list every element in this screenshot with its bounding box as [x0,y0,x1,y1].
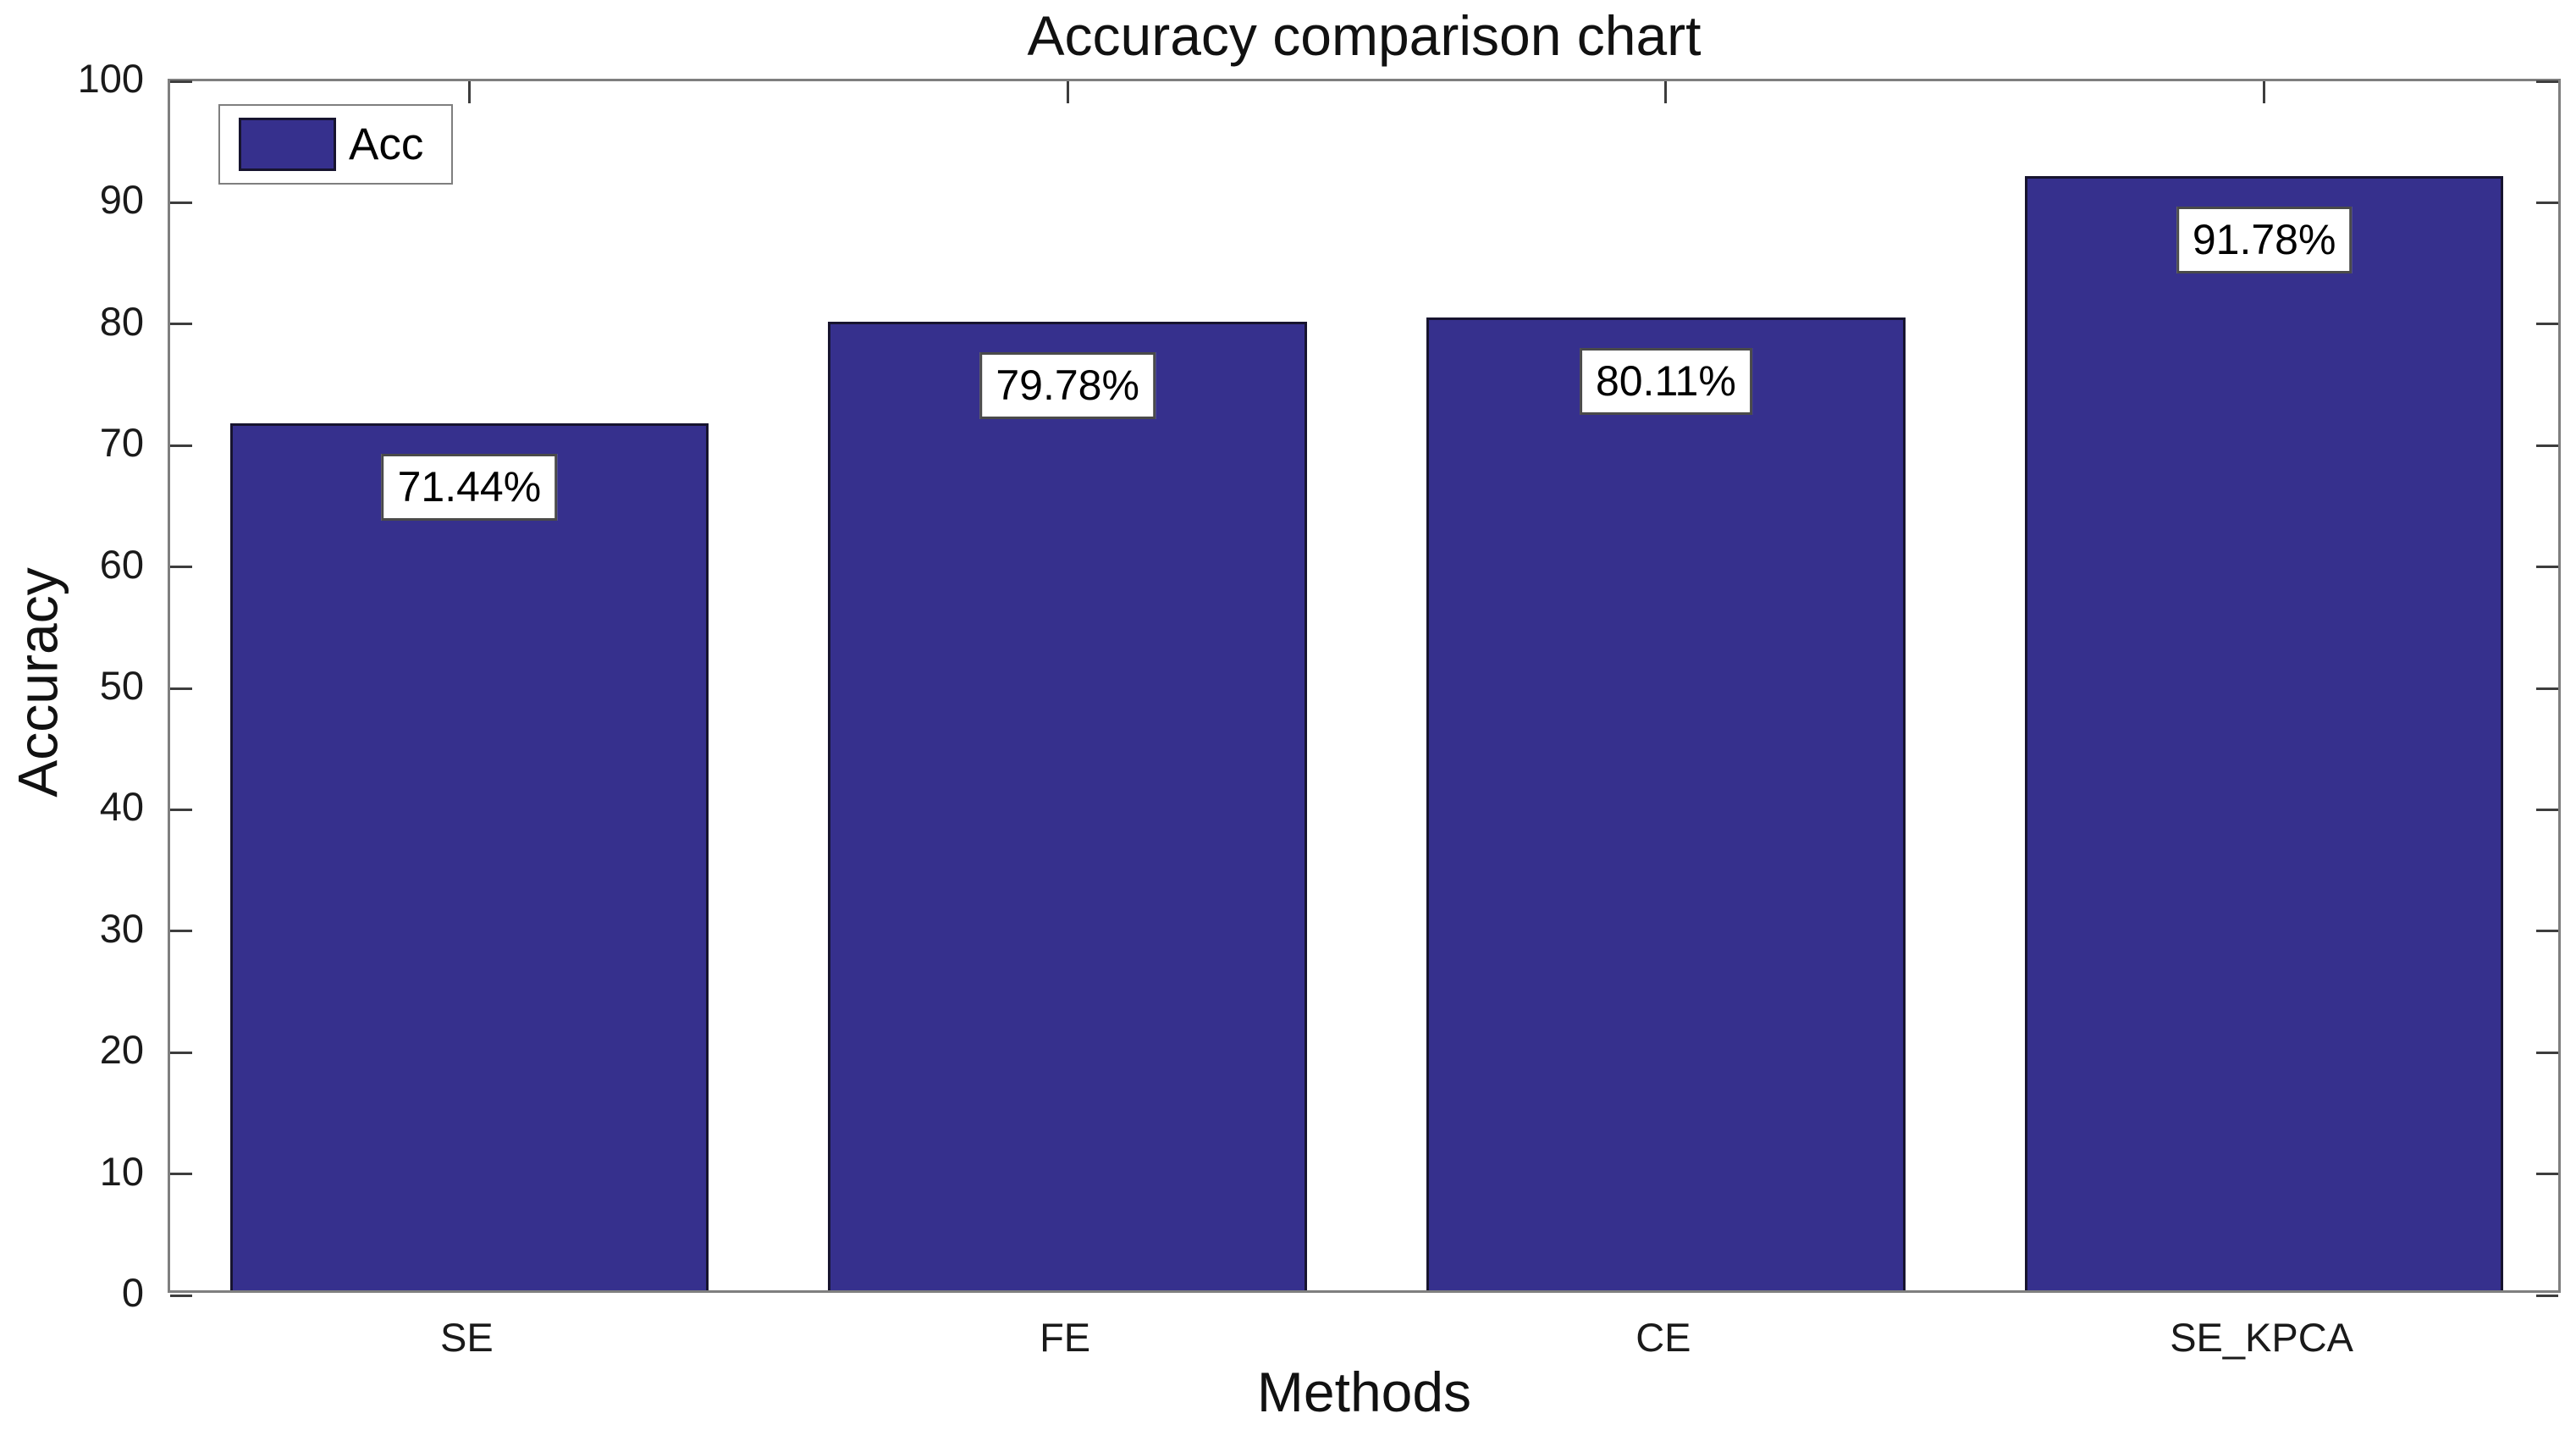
y-tick-mark-left-60 [170,566,192,569]
bar-FE [828,321,1307,1290]
y-tick-mark-left-90 [170,201,192,204]
plot-area: 71.44% 79.78% 80.11% 91.78% Acc [168,79,2561,1297]
y-tick-label-10: 10 [99,1148,144,1194]
y-tick-mark-left-100 [170,80,192,83]
y-tick-mark-left-50 [170,687,192,690]
x-tick-mark-top-SE [467,81,471,103]
legend-label: Acc [349,119,424,169]
y-tick-label-100: 100 [77,56,144,101]
bar-SE_KPCA [2024,175,2504,1290]
bar-CE [1426,317,1906,1290]
y-tick-mark-left-80 [170,323,192,326]
y-tick-mark-right-0 [2536,1294,2558,1297]
x-tick-label-FE: FE [1040,1315,1091,1360]
chart-title: Accuracy comparison chart [1027,4,1702,67]
y-tick-label-30: 30 [99,905,144,951]
y-tick-label-50: 50 [99,663,144,708]
bar-SE [229,422,709,1290]
x-tick-mark-top-CE [1664,81,1668,103]
y-tick-mark-right-80 [2536,323,2558,326]
y-tick-mark-left-0 [170,1294,192,1297]
y-tick-mark-right-60 [2536,566,2558,569]
x-tick-label-SE_KPCA: SE_KPCA [2170,1315,2354,1360]
x-axis-label: Methods [1256,1361,1472,1423]
y-tick-mark-right-70 [2536,444,2558,447]
legend: Acc [218,104,453,185]
y-tick-label-20: 20 [99,1027,144,1073]
y-tick-mark-left-20 [170,1051,192,1054]
y-tick-mark-left-30 [170,930,192,933]
y-tick-mark-right-90 [2536,201,2558,204]
y-tick-mark-right-30 [2536,930,2558,933]
y-tick-mark-right-50 [2536,687,2558,690]
y-tick-label-40: 40 [99,784,144,830]
y-tick-mark-right-40 [2536,808,2558,811]
bar-value-label-FE: 79.78% [979,351,1156,419]
x-tick-label-CE: CE [1636,1315,1691,1360]
x-tick-label-SE: SE [440,1315,494,1360]
y-tick-mark-left-10 [170,1173,192,1176]
x-tick-mark-top-FE [1066,81,1069,103]
y-tick-mark-right-10 [2536,1173,2558,1176]
y-tick-label-80: 80 [99,298,144,344]
y-tick-label-90: 90 [99,177,144,223]
y-tick-mark-right-100 [2536,80,2558,83]
x-tick-mark-top-SE_KPCA [2263,81,2266,103]
bar-value-label-CE: 80.11% [1579,348,1752,416]
y-tick-label-60: 60 [99,541,144,587]
y-tick-label-0: 0 [121,1270,144,1315]
y-tick-mark-right-20 [2536,1051,2558,1054]
y-tick-mark-left-40 [170,808,192,811]
y-tick-mark-left-70 [170,444,192,447]
y-tick-label-70: 70 [99,420,144,466]
legend-swatch-icon [239,118,336,171]
bar-value-label-SE: 71.44% [381,453,558,521]
bar-value-label-SE_KPCA: 91.78% [2176,206,2353,273]
